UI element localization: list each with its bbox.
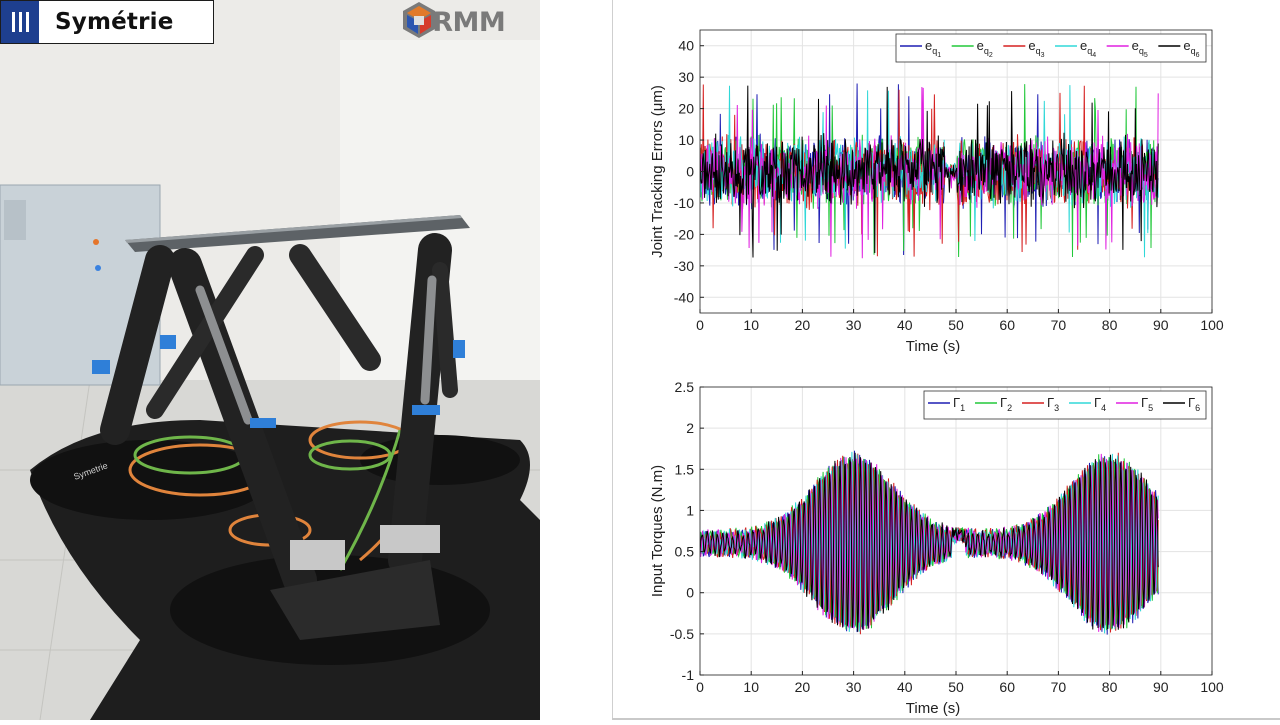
hexapod-illustration: Symetrie [0, 0, 540, 720]
lirmm-cube-icon [403, 2, 435, 38]
x-tick-label: 80 [1102, 679, 1118, 695]
x-tick-label: 30 [846, 679, 862, 695]
x-axis-label: Time (s) [906, 338, 960, 355]
x-tick-label: 40 [897, 317, 913, 333]
x-tick-label: 20 [795, 679, 811, 695]
y-tick-label: -20 [674, 226, 694, 242]
symetrie-logo-icon [1, 1, 39, 43]
x-tick-label: 20 [795, 317, 811, 333]
y-tick-label: 40 [678, 38, 694, 54]
x-tick-label: 100 [1200, 679, 1224, 695]
hexapod-photo: Symetrie Symétrie LIRMM [0, 0, 540, 720]
series-line-4 [700, 451, 1159, 634]
lirmm-logo: LIRMM [400, 0, 540, 44]
y-tick-label: 1 [686, 502, 694, 518]
y-tick-label: -30 [674, 258, 694, 274]
y-tick-label: 30 [678, 69, 694, 85]
x-tick-label: 70 [1051, 679, 1067, 695]
bottom-rule [612, 718, 1280, 720]
y-axis-label: Joint Tracking Errors (μm) [649, 85, 666, 258]
series-group [700, 83, 1159, 259]
joint-tracking-errors-chart: 0 10 20 30 40 50 60 70 80 90 100 -40 -30 -20 -10 0 10 20 3… [620, 22, 1260, 362]
x-tick-label: 10 [743, 317, 759, 333]
x-tick-label: 70 [1051, 317, 1067, 333]
symetrie-logo-text: Symétrie [55, 9, 174, 35]
series-group [700, 450, 1159, 635]
x-tick-label: 50 [948, 317, 964, 333]
x-tick-label: 0 [696, 679, 704, 695]
x-tick-label: 100 [1200, 317, 1224, 333]
y-tick-label: -10 [674, 195, 694, 211]
y-tick-label: 1.5 [675, 461, 695, 477]
x-tick-label: 90 [1153, 317, 1169, 333]
x-tick-label: 60 [999, 679, 1015, 695]
y-tick-label: -0.5 [670, 626, 694, 642]
x-axis-label: Time (s) [906, 700, 960, 717]
y-tick-label: 2.5 [675, 379, 695, 395]
x-tick-label: 50 [948, 679, 964, 695]
legend: Γ1 Γ2 Γ3 Γ4 Γ5 Γ6 [923, 390, 1207, 420]
y-tick-label: 10 [678, 132, 694, 148]
y-tick-label: 2 [686, 420, 694, 436]
series-line-6 [700, 452, 1159, 632]
y-tick-label: 20 [678, 101, 694, 117]
x-tick-label: 30 [846, 317, 862, 333]
y-tick-label: -1 [682, 667, 695, 683]
legend-box [895, 33, 1207, 63]
legend-box [923, 390, 1207, 420]
input-torques-plot: 0 10 20 30 40 50 60 70 80 90 100 -1 -0.5 0 0.5 1 1.5 2 2.5… [649, 379, 1224, 717]
input-torques-chart: 0 10 20 30 40 50 60 70 80 90 100 -1 -0.5 0 0.5 1 1.5 2 2.5… [620, 379, 1260, 720]
panel-divider [612, 0, 613, 720]
y-tick-label: 0 [686, 164, 694, 180]
x-tick-label: 60 [999, 317, 1015, 333]
x-tick-label: 10 [743, 679, 759, 695]
x-tick-label: 80 [1102, 317, 1118, 333]
y-tick-label: 0.5 [675, 544, 695, 560]
x-tick-label: 40 [897, 679, 913, 695]
joint-tracking-errors-plot: 0 10 20 30 40 50 60 70 80 90 100 -40 -30 -20 -10 0 10 20 3… [649, 29, 1224, 355]
y-tick-label: -40 [674, 289, 694, 305]
y-axis-label: Input Torques (N.m) [649, 465, 666, 597]
x-tick-label: 90 [1153, 679, 1169, 695]
x-tick-label: 0 [696, 317, 704, 333]
symetrie-logo: Symétrie [0, 0, 214, 44]
series-line-6 [700, 85, 1159, 258]
y-tick-label: 0 [686, 585, 694, 601]
